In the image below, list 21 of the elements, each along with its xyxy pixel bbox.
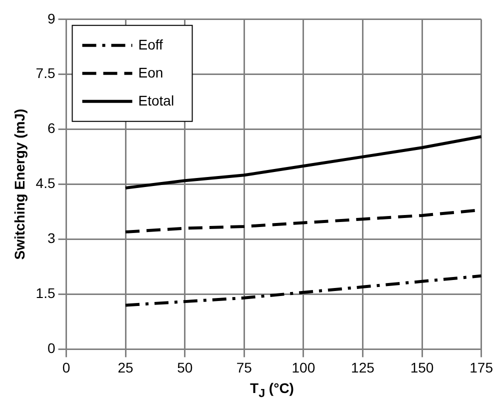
x-tick-label: 25 [118, 359, 134, 376]
y-tick-label: 3 [47, 230, 56, 246]
x-axis-title: T$_{J}$ (°C) [249, 380, 295, 400]
y-tick-label: 1.5 [36, 285, 56, 302]
x-tick-label: 150 [410, 359, 434, 376]
y-axis-title: Switching Energy (mJ) [11, 108, 28, 260]
y-tick-label: 4.5 [36, 175, 56, 192]
line-series [124, 274, 482, 307]
y-tick-label: 7.5 [36, 65, 56, 82]
y-tick-label: 0 [47, 340, 56, 356]
y-tick-label: 6 [47, 120, 56, 136]
y-tick-label: 9 [47, 10, 56, 26]
x-tick-label: 0 [62, 359, 70, 376]
x-tick-label: 175 [470, 359, 494, 376]
x-tick-label: 100 [292, 359, 316, 376]
x-tick-label: 75 [236, 359, 252, 376]
legend-label: Eon [138, 64, 164, 80]
legend-label: Eoff [138, 36, 164, 52]
legend-label: Etotal [138, 92, 174, 108]
x-tick-label: 125 [351, 359, 375, 376]
x-tick-label: 50 [177, 359, 193, 376]
